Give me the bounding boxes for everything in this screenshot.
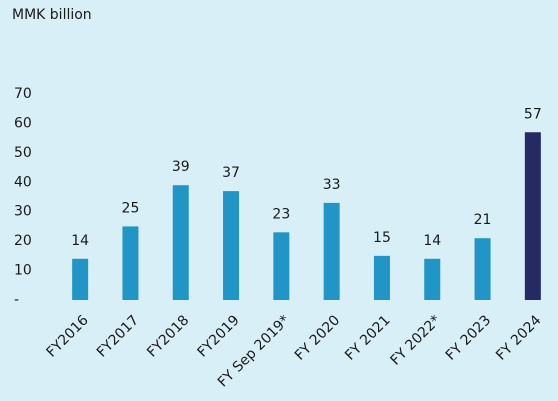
- data-label: 25: [122, 200, 140, 216]
- y-tick-label: 40: [14, 174, 32, 190]
- bar: [424, 258, 441, 300]
- y-tick-label: -: [14, 292, 19, 308]
- bar: [223, 191, 240, 300]
- y-tick-label: 50: [14, 145, 32, 161]
- data-label: 14: [71, 233, 89, 249]
- x-tick-label: FY2016: [44, 312, 92, 360]
- bar: [172, 185, 189, 300]
- y-tick-label: 70: [14, 86, 32, 102]
- bar: [323, 202, 340, 300]
- data-label: 21: [474, 212, 492, 228]
- x-tick-label: FY2019: [194, 312, 242, 360]
- x-tick-label: FY2018: [144, 312, 192, 360]
- x-tick-label: FY2017: [94, 312, 142, 360]
- y-tick-label: 60: [14, 115, 32, 131]
- x-tick-label: FY 2020: [292, 312, 343, 363]
- y-tick-label: 20: [14, 233, 32, 249]
- x-tick-label: FY 2021: [342, 312, 393, 363]
- data-label: 57: [524, 106, 542, 122]
- x-tick-label: FY 2024: [493, 312, 544, 363]
- data-label: 23: [272, 206, 290, 222]
- bar: [373, 255, 390, 300]
- x-tick-label: FY 2023: [443, 312, 494, 363]
- bar: [72, 258, 89, 300]
- bar: [524, 132, 541, 300]
- data-label: 39: [172, 159, 190, 175]
- data-label: 15: [373, 230, 391, 246]
- data-label: 33: [323, 177, 341, 193]
- data-label: 14: [423, 233, 441, 249]
- y-tick-label: 30: [14, 204, 32, 220]
- bar: [122, 226, 139, 300]
- y-axis-label: MMK billion: [12, 7, 92, 23]
- y-tick-label: 10: [14, 263, 32, 279]
- bar: [474, 238, 491, 300]
- x-tick-label: FY 2022*: [388, 312, 444, 368]
- data-label: 37: [222, 165, 240, 181]
- bar: [273, 232, 290, 300]
